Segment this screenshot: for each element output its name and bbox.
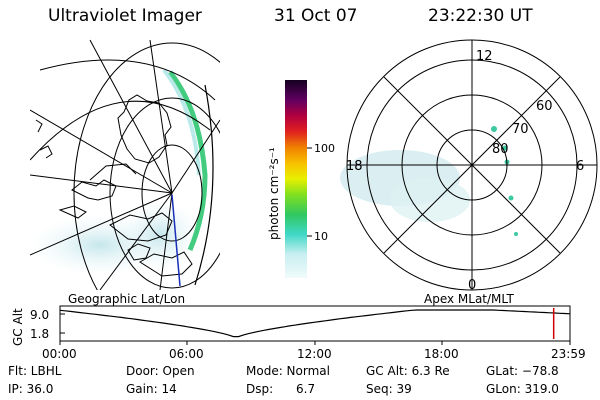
left-panel-caption: Geographic Lat/Lon	[68, 292, 185, 306]
glat-status: GLat: −78.8	[486, 364, 559, 378]
colorbar-tick-100: 100	[314, 142, 335, 155]
ground-track	[171, 194, 181, 287]
mlat-label-80: 80	[492, 142, 509, 157]
filter-status: Flt: LBHL	[8, 364, 62, 378]
mlt-label-18: 18	[346, 159, 363, 174]
seq-status: Seq: 39	[366, 382, 412, 396]
time-tick-0600: 06:00	[169, 347, 204, 361]
altitude-strip	[59, 305, 571, 345]
time-tick-1800: 18:00	[424, 347, 459, 361]
time-tick-2359: 23:59	[551, 347, 586, 361]
colorbar-tick-10: 10	[314, 230, 328, 243]
mode-status: Mode: Normal	[246, 364, 330, 378]
altitude-tick-9: 9.0	[30, 308, 49, 322]
right-panel-caption: Apex MLat/MLT	[424, 292, 514, 306]
coastlines	[35, 94, 193, 277]
time-tick-1200: 12:00	[297, 347, 332, 361]
latitude-grid	[73, 42, 220, 290]
geographic-map	[30, 39, 220, 290]
altitude-curve	[59, 309, 571, 338]
header-date: 31 Oct 07	[274, 6, 358, 26]
aurora-arc	[168, 70, 208, 251]
mlt-label-0: 0	[468, 278, 476, 293]
glon-status: GLon: 319.0	[486, 382, 559, 396]
longitude-grid	[30, 39, 220, 290]
instrument-title: Ultraviolet Imager	[48, 6, 202, 26]
mlat-label-70: 70	[512, 122, 529, 137]
mlat-label-60: 60	[536, 99, 553, 114]
colorbar	[285, 80, 307, 278]
altitude-tick-1-8: 1.8	[30, 327, 49, 341]
aurora-arc	[162, 68, 201, 176]
altitude-axis-label: GC Alt	[11, 308, 25, 346]
time-tick-0000: 00:00	[42, 347, 77, 361]
mlt-label-12: 12	[476, 49, 493, 64]
gc-alt-status: GC Alt: 6.3 Re	[366, 364, 450, 378]
polar-grid	[346, 39, 598, 291]
mlt-label-6: 6	[576, 159, 584, 174]
colorbar-unit-label: photon cm⁻²s⁻¹	[267, 147, 281, 240]
dsp-label: Dsp:	[246, 382, 274, 396]
dsp-value: 6.7	[296, 382, 316, 396]
earth-limb	[194, 84, 214, 286]
door-status: Door: Open	[126, 364, 195, 378]
aurora-haze	[390, 178, 470, 222]
gain-status: Gain: 14	[126, 382, 177, 396]
header-time: 23:22:30 UT	[428, 6, 533, 26]
ip-status: IP: 36.0	[8, 382, 54, 396]
mlat-mlt-polar-plot	[340, 39, 598, 291]
colorbar-ticks	[307, 147, 312, 237]
